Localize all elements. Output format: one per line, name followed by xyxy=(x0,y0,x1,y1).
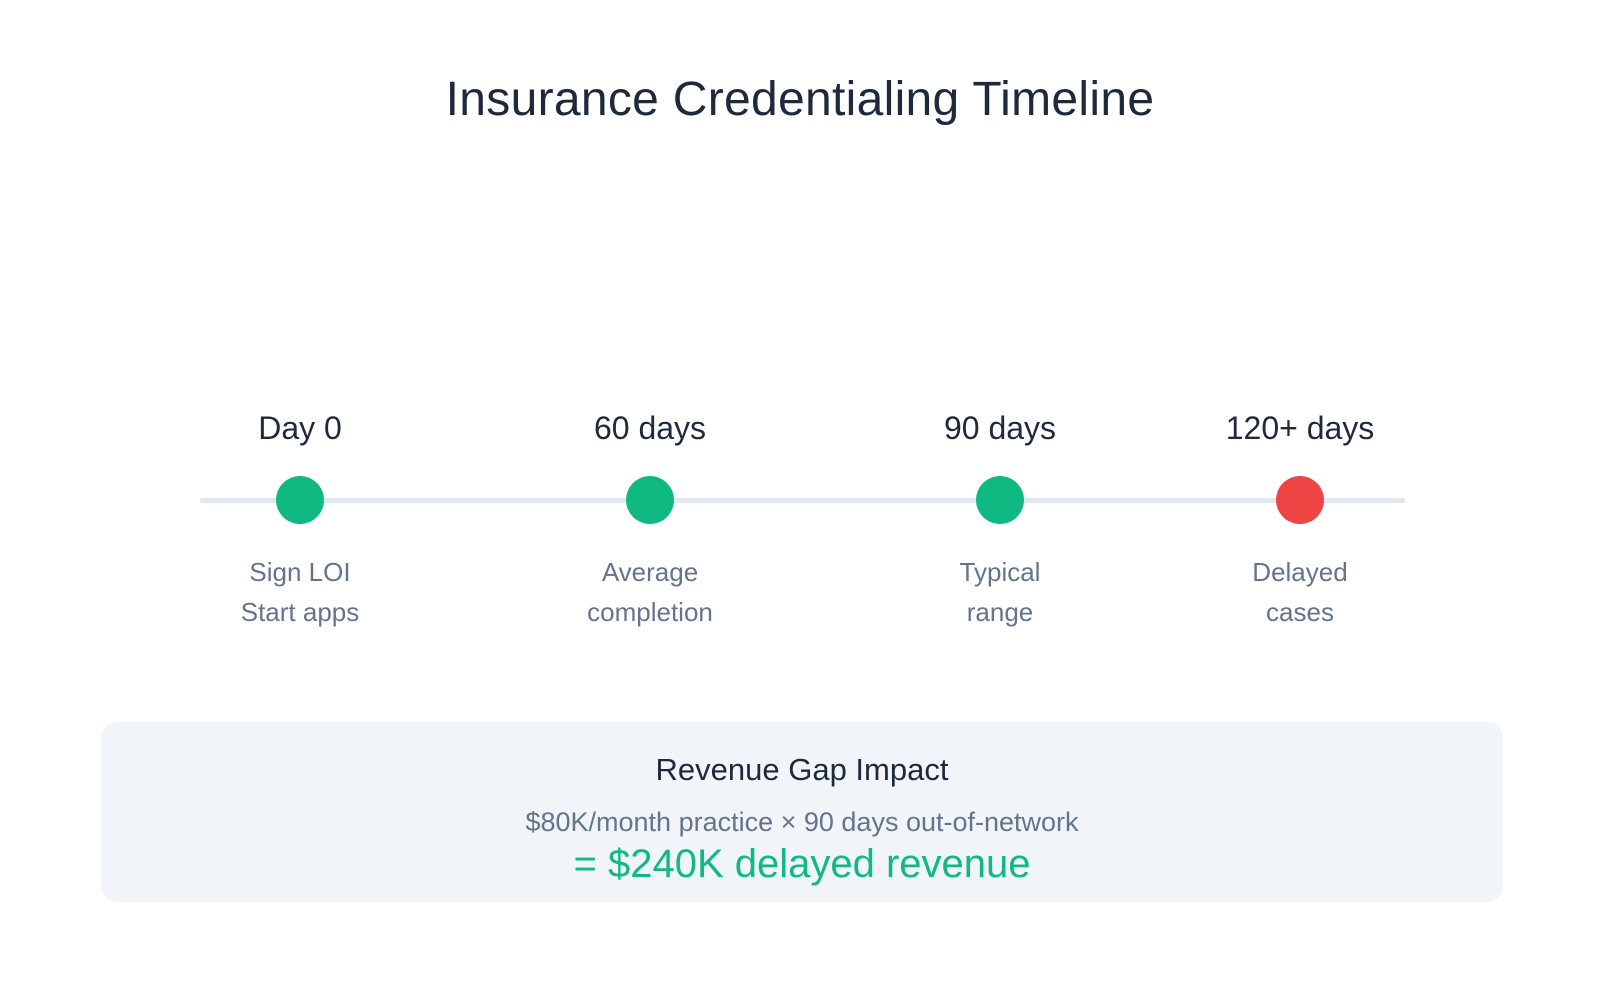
milestone-description: Sign LOI Start apps xyxy=(180,552,420,632)
milestone-dot-delayed-icon xyxy=(1276,476,1324,524)
milestone-dot-icon xyxy=(976,476,1024,524)
milestone-desc-line: cases xyxy=(1266,597,1334,627)
milestone-dot-icon xyxy=(276,476,324,524)
milestone-description: Delayed cases xyxy=(1180,552,1420,632)
impact-formula: $80K/month practice × 90 days out-of-net… xyxy=(525,807,1079,837)
milestone-description: Average completion xyxy=(530,552,770,632)
milestone-description: Typical range xyxy=(880,552,1120,632)
impact-title: Revenue Gap Impact xyxy=(655,752,949,787)
impact-result: = $240K delayed revenue xyxy=(573,842,1031,886)
revenue-impact-panel: Revenue Gap Impact $80K/month practice ×… xyxy=(101,722,1503,902)
milestone-label: 120+ days xyxy=(1225,410,1375,446)
milestone-label: Day 0 xyxy=(258,410,342,446)
milestone-desc-line: Start apps xyxy=(240,597,360,627)
page-title: Insurance Credentialing Timeline xyxy=(445,73,1155,126)
milestone-desc-line: Sign LOI xyxy=(249,557,351,587)
milestone-label: 90 days xyxy=(943,410,1057,446)
timeline: Day 0 Sign LOI Start apps 60 days Averag… xyxy=(180,410,1420,632)
milestone-desc-line: Average xyxy=(601,557,699,587)
milestone-dot-icon xyxy=(626,476,674,524)
milestone-desc-line: Typical xyxy=(959,557,1041,587)
milestone-desc-line: range xyxy=(966,597,1034,627)
milestone-label: 60 days xyxy=(593,410,707,446)
milestone-desc-line: completion xyxy=(587,597,713,627)
milestone-desc-line: Delayed xyxy=(1252,557,1348,587)
timeline-track xyxy=(200,498,1405,503)
